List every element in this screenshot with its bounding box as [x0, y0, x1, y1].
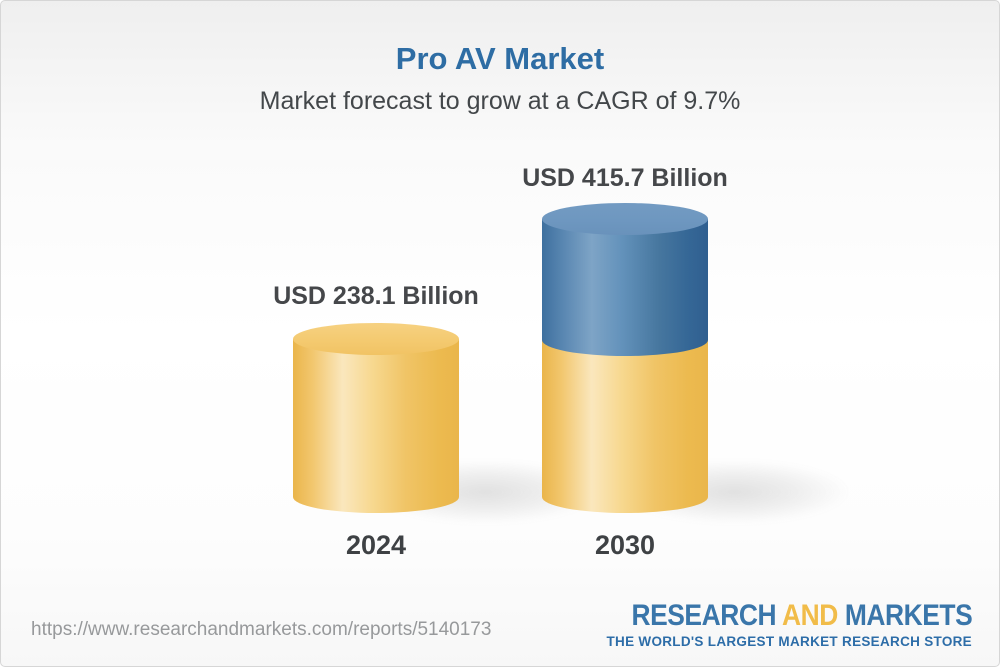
brand-logo-tagline: THE WORLD'S LARGEST MARKET RESEARCH STOR…: [606, 634, 972, 649]
brand-logo-wordmark: RESEARCH AND MARKETS: [631, 601, 972, 631]
logo-word-markets: MARKETS: [844, 599, 973, 632]
bar-2030-base-segment: [542, 340, 708, 513]
page-subtitle: Market forecast to grow at a CAGR of 9.7…: [259, 87, 741, 115]
report-url-link[interactable]: https://www.researchandmarkets.com/repor…: [31, 619, 492, 640]
bar-2024-cylinder-top: [293, 323, 459, 355]
bar-2030-cylinder-top: [542, 203, 708, 235]
value-label-2030: USD 415.7 Billion: [522, 164, 728, 192]
logo-word-research: RESEARCH: [631, 599, 776, 632]
category-label-2024: 2024: [345, 530, 407, 560]
bar-2030-growth-segment: [542, 219, 708, 356]
bar-2024-cylinder-body: [293, 339, 459, 513]
value-label-2024: USD 238.1 Billion: [273, 282, 479, 310]
logo-word-and: AND: [781, 599, 838, 632]
page-title: Pro AV Market: [395, 41, 605, 76]
category-label-2030: 2030: [594, 530, 656, 560]
brand-logo: RESEARCH AND MARKETS THE WORLD'S LARGEST…: [585, 601, 972, 650]
